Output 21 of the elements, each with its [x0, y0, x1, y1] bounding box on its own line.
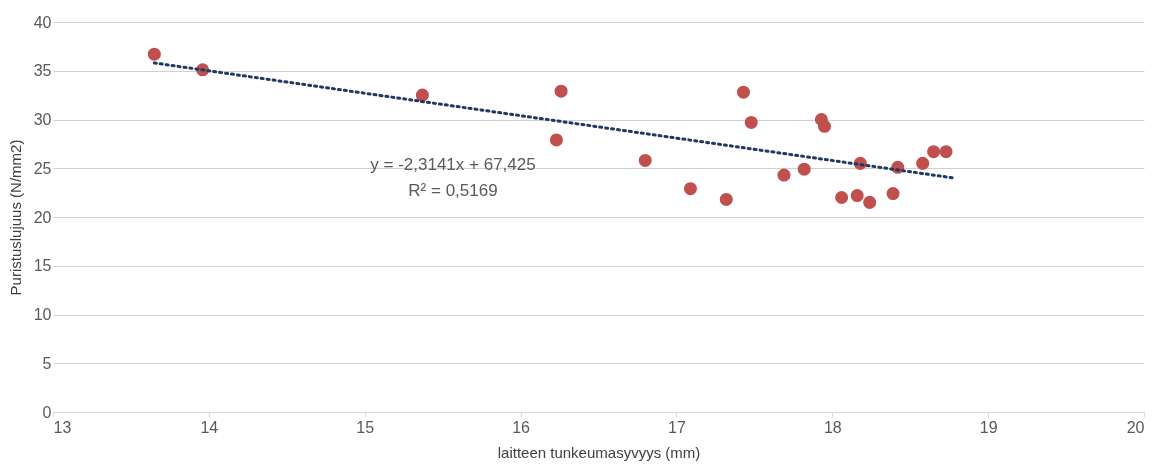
annotation: R² = 0,5169 — [408, 181, 498, 200]
y-tick-label: 30 — [33, 111, 52, 128]
y-tick-label: 25 — [33, 159, 52, 177]
x-tick-label: 16 — [512, 418, 531, 436]
y-tick-label: 40 — [33, 13, 52, 31]
y-tick-label: 10 — [33, 306, 52, 323]
annotation: y = -2,3141x + 67,425 — [370, 155, 536, 174]
x-tick-label: 15 — [356, 418, 375, 436]
y-tick-label: 15 — [33, 257, 52, 275]
y-tick-label: 35 — [33, 62, 52, 80]
x-tick-label: 19 — [979, 418, 998, 436]
x-tick-label: 18 — [823, 418, 842, 436]
y-tick-label: 20 — [33, 208, 52, 226]
x-tick-label: 13 — [53, 418, 72, 436]
y-tick-label: 5 — [42, 354, 52, 372]
x-tick-label: 20 — [1126, 418, 1145, 436]
x-axis-title: laitteen tunkeumasyvyys (mm) — [497, 443, 701, 461]
x-tick-label: 14 — [200, 418, 219, 436]
y-tick-label: 0 — [42, 403, 52, 421]
y-axis-title: Puristuslujuus (N/mm2) — [6, 139, 24, 296]
x-tick-label: 17 — [668, 418, 686, 436]
